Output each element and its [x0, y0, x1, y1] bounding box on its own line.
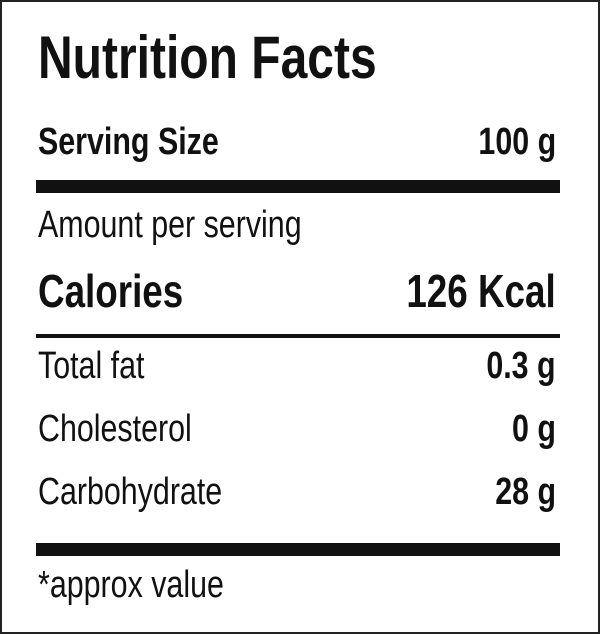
nutrient-value: 0 g — [512, 408, 556, 450]
nutrient-label: Cholesterol — [38, 408, 192, 450]
nutrient-label: Total fat — [38, 345, 145, 387]
thin-rule — [36, 334, 560, 338]
thick-rule — [36, 180, 560, 193]
calories-label: Calories — [38, 265, 184, 317]
nutrient-label: Carbohydrate — [38, 471, 223, 513]
footnote: *approx value — [38, 564, 224, 606]
serving-label: Serving Size — [38, 121, 219, 163]
thick-rule — [36, 543, 560, 556]
calories-value: 126 Kcal — [406, 265, 556, 317]
nutrient-value: 0.3 g — [486, 345, 556, 387]
serving-value: 100 g — [478, 121, 556, 163]
title: Nutrition Facts — [38, 24, 377, 91]
nutrient-value: 28 g — [495, 471, 556, 513]
amount-label: Amount per serving — [38, 204, 302, 246]
